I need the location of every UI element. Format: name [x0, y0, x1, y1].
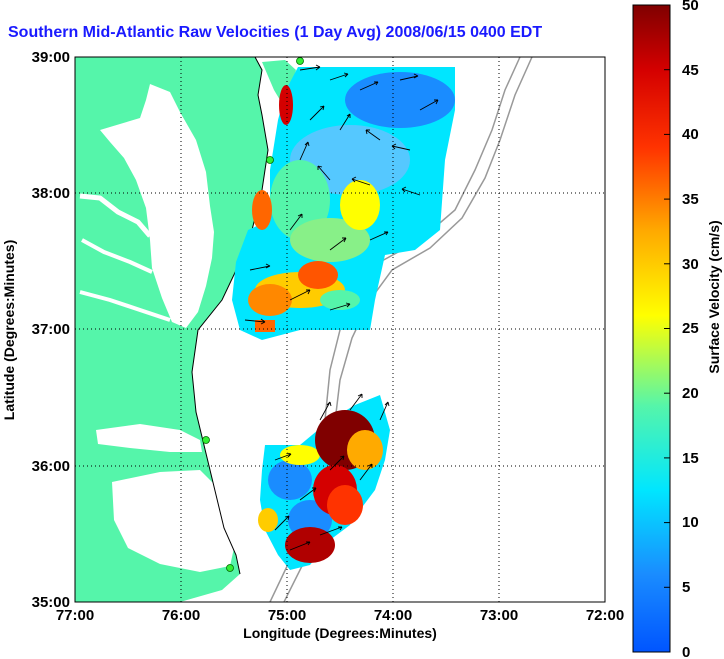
x-tick-label: 75:00 — [268, 607, 306, 624]
x-tick-label: 73:00 — [480, 607, 518, 624]
y-tick-label: 39:00 — [32, 49, 70, 66]
north-slow-zone — [345, 72, 455, 128]
colorbar-tick-label: 25 — [682, 320, 699, 337]
colorbar-label: Surface Velocity (cm/s) — [706, 220, 722, 373]
chesapeake-bay — [100, 84, 214, 328]
colorbar-tick-labels: 50 45 40 35 30 25 20 15 10 5 0 — [682, 0, 699, 659]
colorbar-tick-label: 40 — [682, 126, 699, 143]
y-tick-label: 35:00 — [32, 594, 70, 611]
x-tick-label: 74:00 — [374, 607, 412, 624]
colorbar-tick-label: 5 — [682, 579, 690, 596]
y-tick-label: 37:00 — [32, 321, 70, 338]
rappahannock-river — [81, 238, 153, 274]
grid-lines — [75, 57, 605, 602]
pamlico-sound — [112, 470, 234, 572]
y-axis-label: Latitude (Degrees:Minutes) — [1, 240, 17, 420]
x-tick-label: 72:00 — [586, 607, 624, 624]
x-tick-label: 77:00 — [56, 607, 94, 624]
x-axis-label: Longitude (Degrees:Minutes) — [243, 625, 437, 641]
map-layers — [75, 57, 605, 602]
x-tick-label: 76:00 — [162, 607, 200, 624]
colorbar-tick-label: 15 — [682, 450, 699, 467]
colorbar-tick-label: 10 — [682, 514, 699, 531]
velocity-field-north — [232, 67, 455, 340]
colorbar — [632, 4, 671, 653]
albemarle-sound — [96, 424, 202, 452]
velocity-field-south — [258, 395, 390, 570]
y-tick-label: 38:00 — [32, 185, 70, 202]
colorbar-ticks — [664, 4, 670, 653]
station-2 — [266, 156, 274, 164]
colorbar-tick-label: 20 — [682, 385, 699, 402]
colorbar-tick-label: 50 — [682, 0, 699, 14]
potomac-river — [79, 193, 152, 238]
colorbar-tick-label: 30 — [682, 256, 699, 273]
station-4 — [226, 564, 234, 572]
plot-frame — [74, 56, 606, 603]
colorbar-tick-label: 0 — [682, 644, 690, 659]
york-james-river — [79, 290, 171, 322]
station-1 — [296, 57, 304, 65]
velocity-arrows — [244, 64, 439, 551]
x-tick-labels: 77:00 76:00 75:00 74:00 73:00 72:00 — [56, 607, 624, 624]
colorbar-tick-label: 35 — [682, 191, 699, 208]
y-tick-labels: 39:00 38:00 37:00 36:00 35:00 — [32, 49, 70, 611]
coastline — [191, 57, 269, 575]
colorbar-tick-label: 45 — [682, 62, 699, 79]
station-3 — [202, 436, 210, 444]
map-title: Southern Mid-Atlantic Raw Velocities (1 … — [8, 24, 543, 41]
y-tick-label: 36:00 — [32, 458, 70, 475]
